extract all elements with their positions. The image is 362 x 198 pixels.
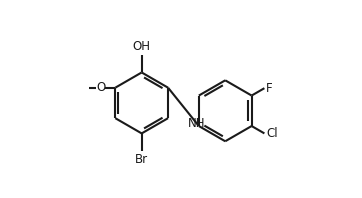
Text: O: O (96, 81, 105, 94)
Text: F: F (266, 82, 273, 95)
Text: NH: NH (188, 117, 205, 130)
Text: Cl: Cl (266, 127, 278, 140)
Text: OH: OH (133, 40, 151, 53)
Text: Br: Br (135, 153, 148, 166)
